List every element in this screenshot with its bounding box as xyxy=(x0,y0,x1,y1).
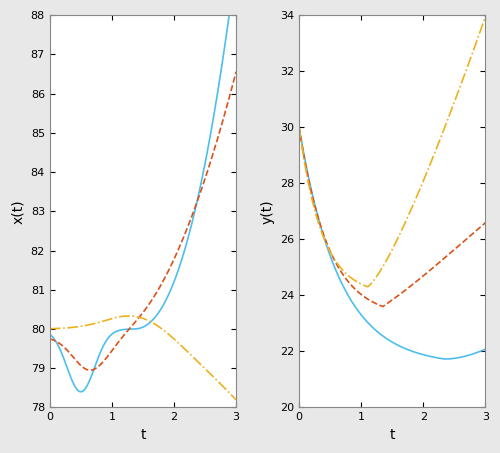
Y-axis label: y(t): y(t) xyxy=(260,199,274,224)
X-axis label: t: t xyxy=(390,428,395,442)
Y-axis label: x(t): x(t) xyxy=(11,199,25,224)
X-axis label: t: t xyxy=(140,428,145,442)
